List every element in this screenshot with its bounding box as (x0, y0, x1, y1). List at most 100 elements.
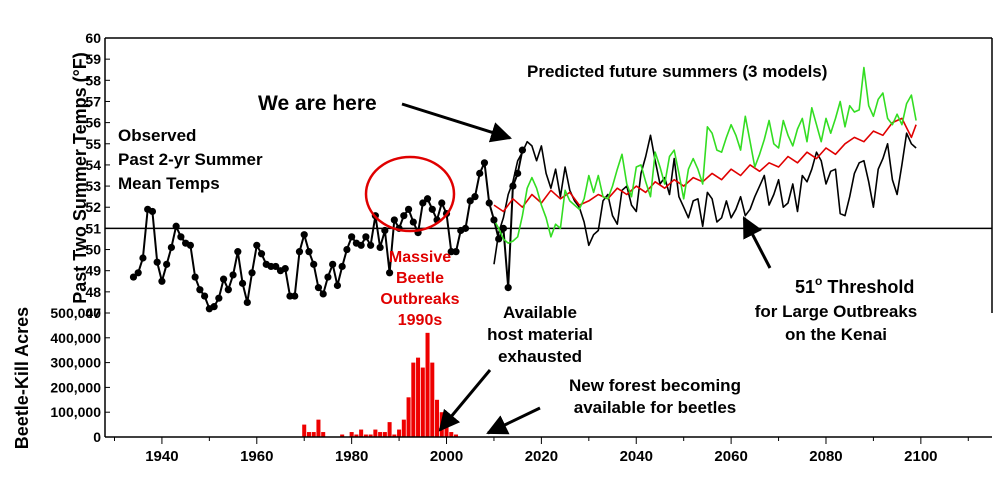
observed-point (329, 260, 337, 268)
temp-tick-label: 47 (85, 305, 101, 321)
beetle-kill-bar (368, 434, 373, 437)
year-tick-label: 2040 (620, 448, 653, 465)
observed-point (504, 284, 512, 292)
observed-point (224, 286, 232, 294)
beetle-kill-bar (378, 432, 383, 437)
observed-point (319, 290, 327, 298)
observed-point (248, 269, 256, 277)
series-line-4 (493, 66, 917, 244)
observed-point (238, 279, 247, 287)
massive-label-3: Outbreaks (380, 291, 459, 308)
beetle-kill-bar (416, 357, 421, 437)
observed-point (172, 222, 180, 230)
observed-point (428, 205, 436, 213)
temperature-axis: 47 48 49 50 51 52 53 54 55 56 57 58 59 60 (85, 30, 993, 437)
observed-point (300, 231, 308, 239)
observed-point (134, 269, 142, 277)
beetle-kill-bar (363, 434, 368, 437)
temp-tick-label: 48 (85, 284, 101, 300)
observed-point (471, 193, 479, 201)
observed-point (419, 199, 427, 207)
observed-point (229, 271, 237, 279)
beetle-kill-bar (316, 419, 321, 437)
observed-point (518, 146, 527, 154)
year-axis: 1940 1960 1980 2000 2020 2040 2060 2080 2100 (105, 436, 992, 465)
observed-point (305, 248, 313, 256)
observed-point (452, 248, 460, 256)
observed-point (215, 294, 223, 302)
beetle-kill-bar (354, 434, 359, 437)
observed-point (201, 292, 209, 300)
observed-label-3: Mean Temps (118, 174, 220, 193)
temp-tick-label: 53 (85, 178, 101, 194)
observed-point (509, 182, 517, 190)
beetle-kill-bar (340, 434, 345, 437)
observed-point (495, 235, 503, 243)
observed-point (376, 243, 384, 252)
year-tick-label: 1940 (145, 448, 178, 465)
observed-point (291, 292, 299, 300)
observed-point (281, 264, 289, 273)
year-tick-label: 1960 (240, 448, 273, 465)
beetle-kill-bar (449, 432, 454, 437)
available-label-1: Available (503, 303, 577, 322)
observed-point (129, 273, 138, 281)
we-are-here-arrow (401, 102, 513, 143)
temp-tick-label: 56 (85, 115, 101, 131)
massive-label-4: 1990s (398, 312, 443, 329)
new-forest-label-1: New forest becoming (569, 376, 741, 395)
observed-point (404, 205, 413, 213)
observed-point (476, 169, 484, 177)
beetle-kill-bar (420, 367, 425, 437)
observed-point (338, 262, 346, 271)
series-line-2 (493, 132, 917, 265)
observed-point (324, 273, 332, 281)
beetle-kill-bar (359, 429, 364, 437)
beetle-kill-bar (392, 434, 397, 437)
beetle-kill-bar (321, 432, 326, 437)
temp-tick-label: 49 (85, 263, 101, 279)
year-tick-label: 2020 (525, 448, 558, 465)
beetle-kill-bar (430, 362, 435, 437)
observed-point (385, 269, 394, 277)
observed-point (314, 284, 323, 292)
outbreak-highlight-circle (364, 155, 456, 233)
year-tick-label: 2000 (430, 448, 463, 465)
observed-point (310, 260, 318, 268)
beetle-kill-bar (425, 332, 430, 437)
beetle-kill-bar (311, 432, 316, 437)
temperature-axis-label: Past Two Summer Temps (°F) (70, 52, 90, 304)
temp-tick-label: 59 (85, 51, 101, 67)
beetle-kill-bar (306, 432, 311, 437)
observed-point (333, 281, 342, 290)
year-tick-label: 2100 (904, 448, 937, 465)
beetle-kill-bar (435, 399, 440, 437)
observed-point (219, 275, 228, 283)
temp-tick-label: 58 (85, 72, 101, 88)
observed-point (163, 260, 171, 268)
available-label-2: host material (487, 325, 593, 344)
beetle-kill-axis-label: Beetle-Kill Acres (12, 307, 32, 449)
temp-tick-label: 52 (85, 199, 101, 215)
temp-tick-label: 55 (85, 136, 101, 152)
observed-point (490, 216, 498, 224)
beetle-kill-bar (349, 432, 354, 437)
we-are-here-label: We are here (258, 92, 377, 115)
observed-point (381, 226, 389, 235)
year-tick-label: 2080 (809, 448, 842, 465)
observed-point (362, 233, 370, 241)
acres-tick-label: 100,000 (50, 404, 101, 420)
observed-point (480, 159, 489, 167)
temp-tick-label: 51 (85, 220, 101, 236)
massive-label-1: Massive (389, 249, 451, 266)
beetle-kill-bars (302, 332, 459, 437)
observed-point (272, 262, 280, 271)
temp-tick-label: 54 (85, 157, 101, 173)
observed-point (367, 241, 375, 249)
observed-point (210, 303, 218, 311)
available-label-3: exhausted (498, 347, 582, 366)
observed-point (348, 233, 356, 241)
temp-tick-label: 50 (85, 242, 101, 258)
new-forest-arrow (486, 406, 541, 435)
